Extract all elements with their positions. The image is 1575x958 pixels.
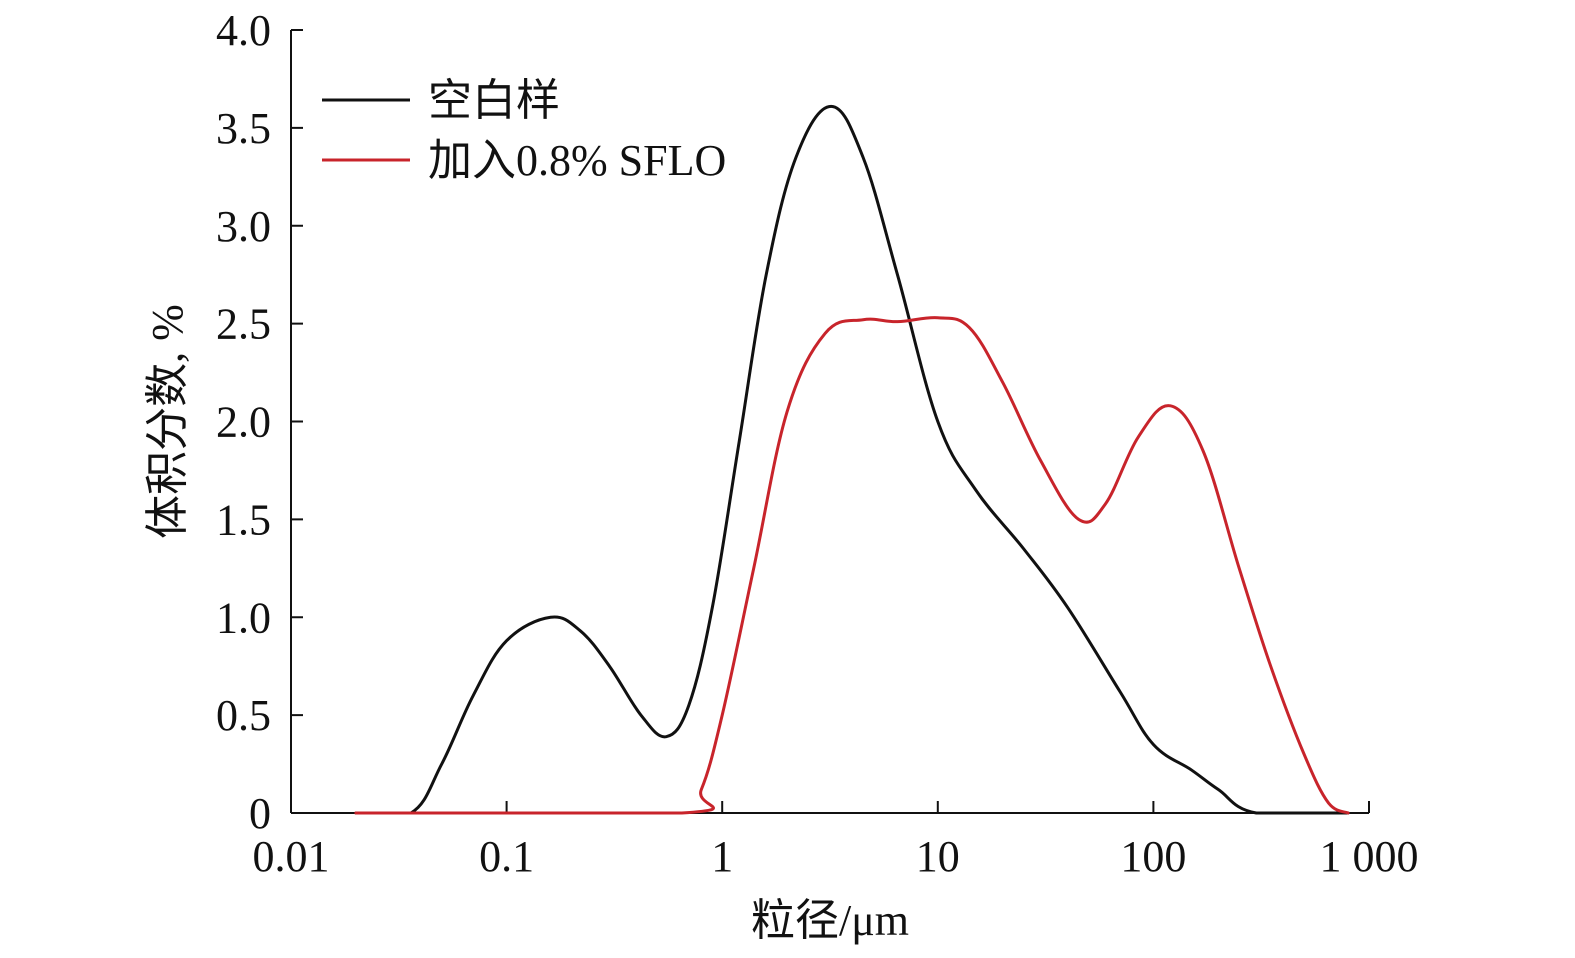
legend-label-blank-sample: 空白样 — [428, 76, 560, 125]
y-tick-label: 0 — [249, 789, 271, 838]
ticks-layer: 0 0.5 1.0 1.5 2.0 2.5 3.0 3.5 4.0 0.01 0.1 1 10 100 1 … — [216, 6, 1419, 881]
x-tick-label: 0.1 — [479, 832, 534, 881]
series-line-sflo-sample — [354, 316, 1350, 815]
x-tick-label: 1 000 — [1320, 832, 1419, 881]
x-tick-label: 1 — [711, 832, 733, 881]
y-tick-label: 0.5 — [216, 691, 271, 740]
y-tick-label: 1.5 — [216, 495, 271, 544]
y-tick-label: 2.5 — [216, 300, 271, 349]
legend: 空白样 加入0.8% SFLO — [322, 76, 726, 185]
x-tick-label: 10 — [916, 832, 960, 881]
series-layer — [354, 104, 1350, 815]
x-tick-label: 100 — [1120, 832, 1186, 881]
x-tick-label: 0.01 — [253, 832, 330, 881]
y-tick-label: 3.5 — [216, 104, 271, 153]
y-tick-label: 1.0 — [216, 593, 271, 642]
y-tick-label: 4.0 — [216, 6, 271, 55]
legend-label-sflo-sample: 加入0.8% SFLO — [428, 136, 726, 185]
x-axis-title: 粒径/μm — [751, 896, 909, 945]
y-tick-label: 2.0 — [216, 398, 271, 447]
series-line-blank-sample — [354, 104, 1350, 815]
y-axis-title: 体积分数, % — [143, 304, 192, 539]
y-tick-label: 3.0 — [216, 202, 271, 251]
